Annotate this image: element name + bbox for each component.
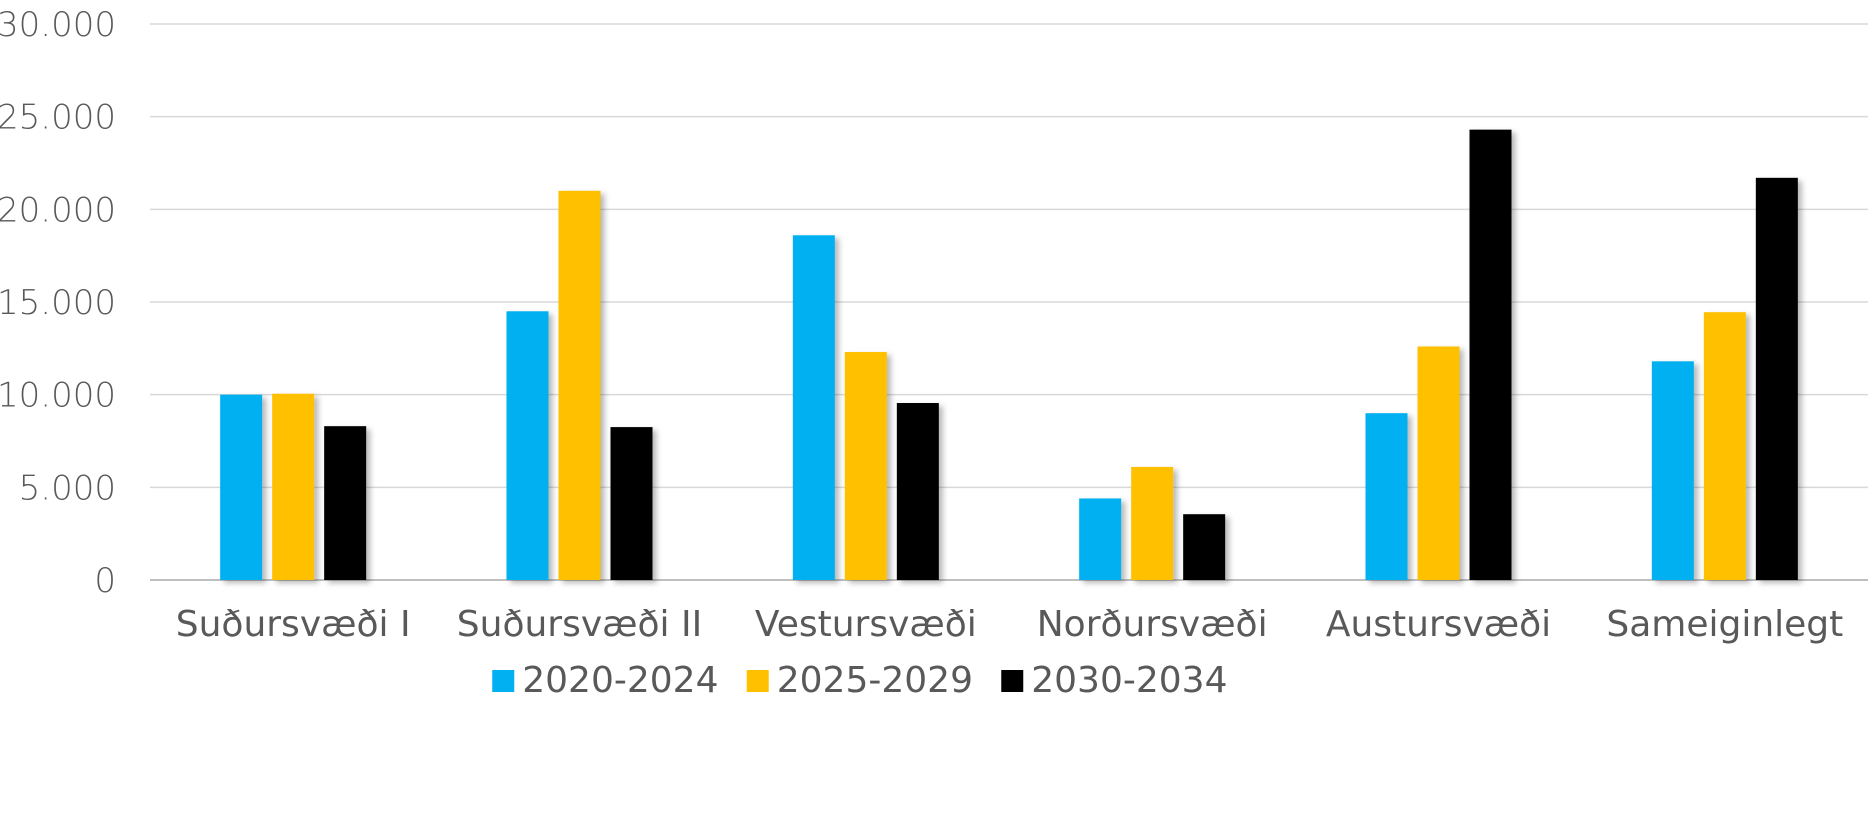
y-tick-label: 5.000 bbox=[19, 468, 116, 508]
x-axis-category-labels: Suðursvæði I Suðursvæði II Vestursvæði Norð… bbox=[176, 604, 1844, 645]
x-category-label: Austursvæði bbox=[1326, 604, 1551, 645]
bar-2020-2024-1 bbox=[220, 394, 263, 580]
bar-2030-2034-1 bbox=[324, 426, 367, 580]
bar-2025-2029-2 bbox=[558, 190, 601, 581]
legend: 2020-2024 2025-2029 2030-2034 bbox=[492, 660, 1227, 701]
bar-2025-2029-5 bbox=[1417, 346, 1460, 580]
bar-2030-2034-3 bbox=[896, 403, 939, 580]
legend-swatch bbox=[1001, 670, 1024, 692]
y-axis-tick-labels: 0 5.000 10.000 15.000 20.000 25.000 30.000 bbox=[0, 5, 116, 601]
legend-swatch bbox=[746, 670, 769, 692]
x-category-label: Vestursvæði bbox=[755, 604, 977, 645]
bar-2030-2034-5 bbox=[1469, 129, 1512, 580]
legend-label: 2030-2034 bbox=[1031, 660, 1227, 701]
bar-2025-2029-3 bbox=[844, 352, 887, 580]
bar-2020-2024-4 bbox=[1079, 498, 1122, 580]
x-category-label: Suðursvæði II bbox=[457, 604, 702, 645]
x-category-label: Norðursvæði bbox=[1037, 604, 1268, 645]
y-tick-label: 0 bbox=[94, 561, 116, 601]
gridlines bbox=[150, 23, 1868, 581]
legend-label: 2020-2024 bbox=[522, 660, 718, 701]
bar-2020-2024-6 bbox=[1651, 361, 1694, 580]
x-category-label: Sameiginlegt bbox=[1606, 604, 1843, 645]
legend-item: 2020-2024 bbox=[492, 660, 718, 701]
bar-2030-2034-4 bbox=[1183, 514, 1226, 580]
legend-swatch bbox=[492, 670, 515, 692]
bar-2030-2034-6 bbox=[1755, 177, 1798, 580]
bar-2025-2029-1 bbox=[272, 393, 315, 580]
bar-2030-2034-2 bbox=[610, 427, 653, 580]
legend-item: 2030-2034 bbox=[1001, 660, 1227, 701]
y-tick-label: 30.000 bbox=[0, 5, 116, 45]
bars bbox=[220, 129, 1798, 581]
bar-2020-2024-3 bbox=[792, 235, 835, 580]
y-tick-label: 10.000 bbox=[0, 376, 116, 416]
x-category-label: Suðursvæði I bbox=[176, 604, 411, 645]
bar-2025-2029-6 bbox=[1703, 312, 1746, 580]
y-tick-label: 25.000 bbox=[0, 98, 116, 138]
bar-2025-2029-4 bbox=[1131, 466, 1174, 580]
bar-2020-2024-5 bbox=[1365, 413, 1408, 580]
legend-item: 2025-2029 bbox=[746, 660, 973, 701]
legend-label: 2025-2029 bbox=[777, 660, 973, 701]
y-tick-label: 15.000 bbox=[0, 283, 116, 323]
bar-2020-2024-2 bbox=[506, 311, 549, 580]
y-tick-label: 20.000 bbox=[0, 190, 116, 230]
